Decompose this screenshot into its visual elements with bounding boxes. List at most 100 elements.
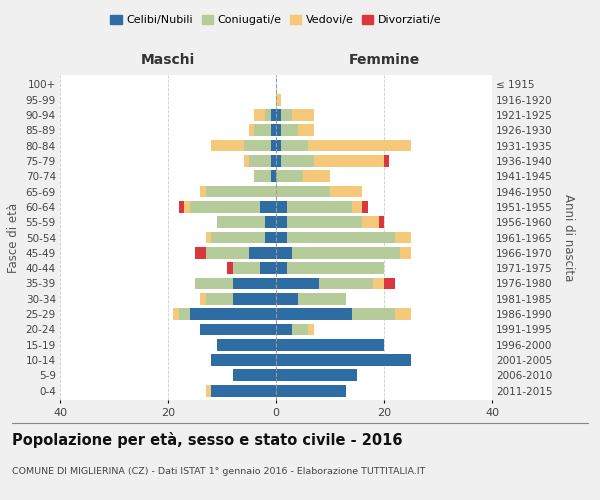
- Bar: [276, 278, 319, 289]
- Bar: [195, 247, 206, 259]
- Bar: [265, 232, 276, 243]
- Bar: [292, 109, 314, 121]
- Bar: [276, 109, 281, 121]
- Bar: [276, 370, 357, 382]
- Text: Femmine: Femmine: [349, 54, 419, 68]
- Bar: [276, 324, 292, 336]
- Bar: [233, 262, 260, 274]
- Bar: [271, 140, 276, 151]
- Bar: [244, 155, 249, 167]
- Bar: [217, 216, 265, 228]
- Bar: [206, 232, 211, 243]
- Bar: [233, 370, 276, 382]
- Bar: [298, 124, 314, 136]
- Bar: [249, 155, 271, 167]
- Bar: [195, 278, 233, 289]
- Bar: [303, 170, 330, 182]
- Bar: [379, 216, 384, 228]
- Bar: [352, 308, 395, 320]
- Text: COMUNE DI MIGLIERINA (CZ) - Dati ISTAT 1° gennaio 2016 - Elaborazione TUTTITALIA: COMUNE DI MIGLIERINA (CZ) - Dati ISTAT 1…: [12, 468, 425, 476]
- Bar: [276, 308, 352, 320]
- Legend: Celibi/Nubili, Coniugati/e, Vedovi/e, Divorziati/e: Celibi/Nubili, Coniugati/e, Vedovi/e, Di…: [106, 10, 446, 30]
- Bar: [330, 186, 362, 198]
- Bar: [362, 216, 379, 228]
- Bar: [276, 155, 281, 167]
- Bar: [265, 216, 276, 228]
- Bar: [211, 354, 276, 366]
- Bar: [287, 216, 362, 228]
- Bar: [281, 140, 308, 151]
- Bar: [206, 293, 233, 305]
- Bar: [276, 140, 281, 151]
- Bar: [276, 216, 287, 228]
- Bar: [352, 201, 362, 213]
- Bar: [244, 140, 271, 151]
- Bar: [276, 339, 384, 351]
- Bar: [281, 124, 298, 136]
- Bar: [233, 293, 276, 305]
- Bar: [276, 186, 330, 198]
- Bar: [276, 94, 281, 106]
- Bar: [271, 124, 276, 136]
- Bar: [395, 232, 411, 243]
- Bar: [276, 170, 303, 182]
- Bar: [254, 170, 271, 182]
- Bar: [179, 201, 184, 213]
- Bar: [265, 109, 271, 121]
- Bar: [287, 201, 352, 213]
- Bar: [400, 247, 411, 259]
- Bar: [254, 124, 271, 136]
- Bar: [254, 109, 265, 121]
- Bar: [276, 385, 346, 397]
- Bar: [287, 262, 384, 274]
- Bar: [190, 308, 276, 320]
- Text: Popolazione per età, sesso e stato civile - 2016: Popolazione per età, sesso e stato civil…: [12, 432, 403, 448]
- Bar: [249, 124, 254, 136]
- Y-axis label: Anni di nascita: Anni di nascita: [562, 194, 575, 281]
- Bar: [173, 308, 179, 320]
- Bar: [276, 232, 287, 243]
- Text: Maschi: Maschi: [141, 54, 195, 68]
- Bar: [308, 140, 411, 151]
- Bar: [227, 262, 233, 274]
- Bar: [200, 293, 206, 305]
- Bar: [211, 232, 265, 243]
- Bar: [271, 109, 276, 121]
- Bar: [206, 247, 249, 259]
- Bar: [276, 247, 292, 259]
- Bar: [298, 293, 346, 305]
- Bar: [190, 201, 260, 213]
- Bar: [276, 262, 287, 274]
- Bar: [276, 201, 287, 213]
- Bar: [206, 186, 276, 198]
- Bar: [211, 385, 276, 397]
- Bar: [287, 232, 395, 243]
- Bar: [276, 293, 298, 305]
- Bar: [319, 278, 373, 289]
- Bar: [281, 109, 292, 121]
- Bar: [260, 201, 276, 213]
- Bar: [271, 155, 276, 167]
- Bar: [276, 124, 281, 136]
- Bar: [292, 324, 308, 336]
- Bar: [362, 201, 368, 213]
- Bar: [211, 140, 244, 151]
- Bar: [292, 247, 400, 259]
- Bar: [314, 155, 384, 167]
- Bar: [184, 201, 190, 213]
- Bar: [395, 308, 411, 320]
- Bar: [384, 278, 395, 289]
- Bar: [200, 324, 276, 336]
- Bar: [276, 354, 411, 366]
- Bar: [249, 247, 276, 259]
- Bar: [233, 278, 276, 289]
- Bar: [200, 186, 206, 198]
- Bar: [217, 339, 276, 351]
- Bar: [281, 155, 314, 167]
- Bar: [271, 170, 276, 182]
- Bar: [384, 155, 389, 167]
- Bar: [179, 308, 190, 320]
- Bar: [206, 385, 211, 397]
- Bar: [373, 278, 384, 289]
- Y-axis label: Fasce di età: Fasce di età: [7, 202, 20, 272]
